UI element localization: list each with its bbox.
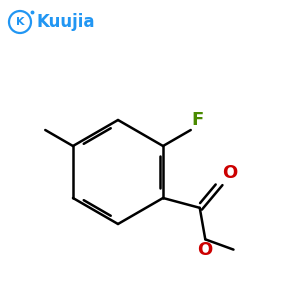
Text: O: O bbox=[197, 241, 212, 259]
Text: K: K bbox=[16, 17, 24, 27]
Text: O: O bbox=[222, 164, 238, 182]
Text: Kuujia: Kuujia bbox=[36, 13, 94, 31]
Text: F: F bbox=[192, 111, 204, 129]
